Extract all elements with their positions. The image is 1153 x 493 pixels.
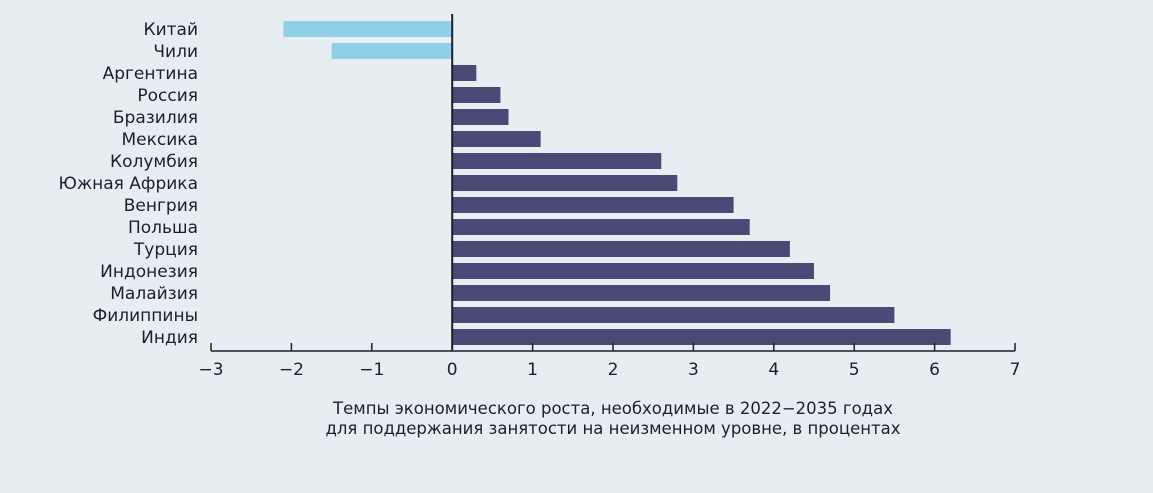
bar-13 — [452, 307, 895, 323]
x-tick-label-0: −3 — [198, 360, 223, 380]
x-axis-title-line-0: Темпы экономического роста, необходимые … — [332, 399, 893, 418]
category-label-4: Бразилия — [113, 108, 198, 128]
bar-9 — [452, 219, 750, 235]
bar-14 — [452, 329, 951, 345]
x-tick-label-4: 1 — [527, 360, 538, 380]
category-label-10: Турция — [133, 240, 198, 260]
category-label-6: Колумбия — [110, 152, 198, 172]
bar-8 — [452, 197, 734, 213]
category-label-14: Индия — [141, 328, 198, 348]
bar-0 — [283, 21, 453, 37]
bar-3 — [452, 87, 501, 103]
x-tick-label-2: −1 — [359, 360, 384, 380]
category-label-0: Китай — [144, 20, 199, 40]
x-tick-label-5: 2 — [608, 360, 619, 380]
category-label-13: Филиппины — [93, 306, 198, 326]
category-label-9: Польша — [128, 218, 198, 238]
bar-6 — [452, 153, 662, 169]
category-label-11: Индонезия — [100, 262, 198, 282]
bar-11 — [452, 263, 814, 279]
category-labels-group: КитайЧилиАргентинаРоссияБразилияМексикаК… — [58, 20, 198, 348]
bar-12 — [452, 285, 831, 301]
bar-10 — [452, 241, 790, 257]
bar-1 — [331, 43, 453, 59]
category-label-8: Венгрия — [124, 196, 198, 216]
category-label-7: Южная Африка — [58, 174, 198, 194]
category-label-2: Аргентина — [103, 64, 198, 84]
x-tick-label-6: 3 — [688, 360, 699, 380]
bar-2 — [452, 65, 477, 81]
x-tick-label-8: 5 — [849, 360, 860, 380]
x-tick-label-9: 6 — [929, 360, 940, 380]
x-axis-title-line-1: для поддержания занятости на неизменном … — [325, 419, 900, 438]
bar-5 — [452, 131, 541, 147]
bar-4 — [452, 109, 509, 125]
category-label-3: Россия — [137, 86, 198, 106]
x-tick-label-7: 4 — [768, 360, 779, 380]
bars-group — [283, 21, 951, 345]
x-tick-label-3: 0 — [447, 360, 458, 380]
category-label-1: Чили — [153, 42, 198, 62]
category-label-5: Мексика — [122, 130, 198, 150]
x-axis: −3 −2 −1 0 1 2 3 4 5 6 7 — [198, 343, 1020, 380]
x-tick-label-10: 7 — [1010, 360, 1021, 380]
x-axis-title: Темпы экономического роста, необходимые … — [325, 399, 900, 438]
x-tick-label-1: −2 — [279, 360, 304, 380]
bar-7 — [452, 175, 678, 191]
category-label-12: Малайзия — [110, 284, 198, 304]
